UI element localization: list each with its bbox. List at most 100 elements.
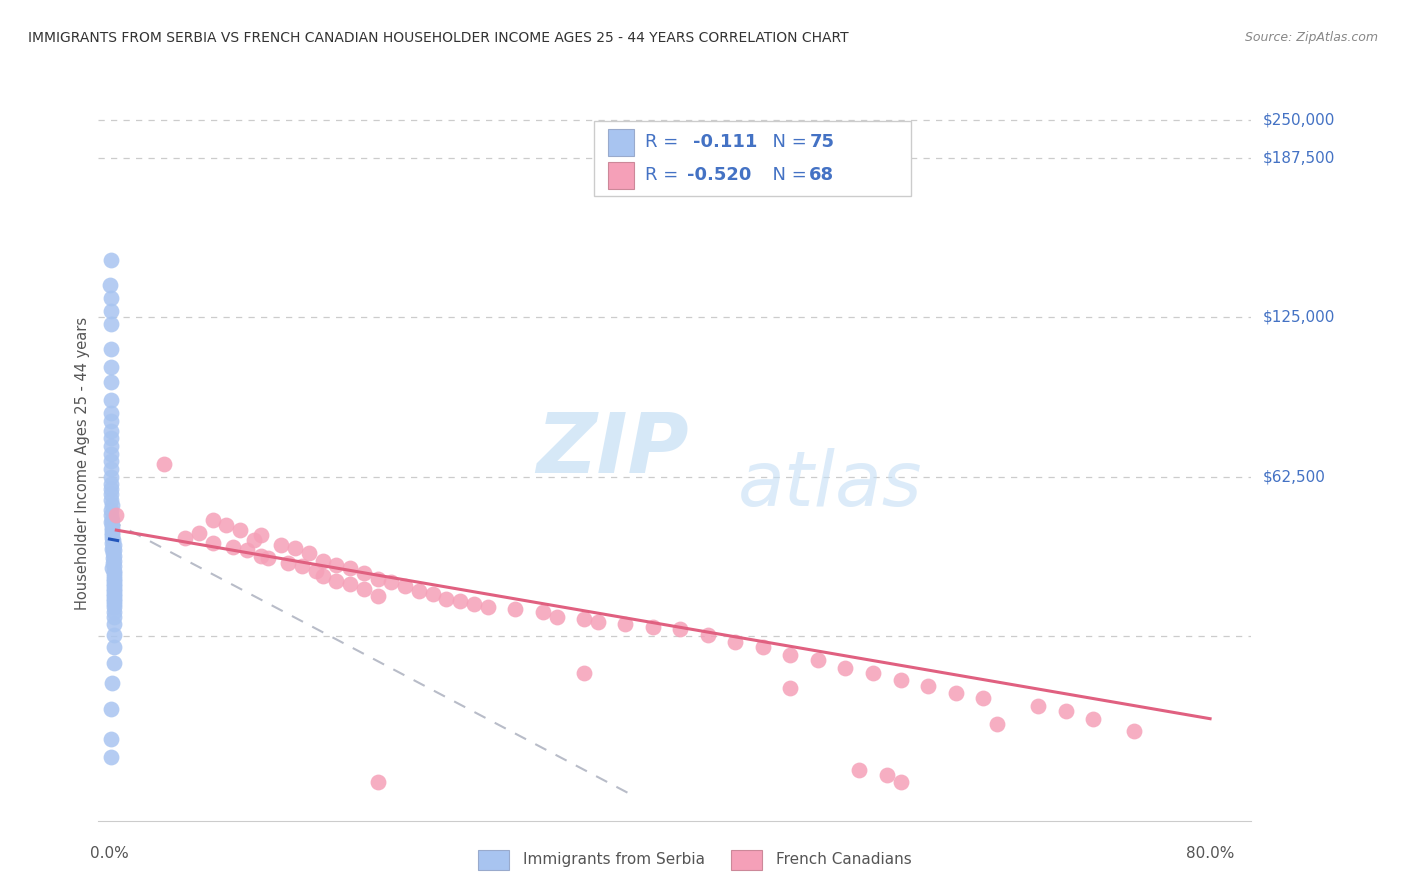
Text: IMMIGRANTS FROM SERBIA VS FRENCH CANADIAN HOUSEHOLDER INCOME AGES 25 - 44 YEARS : IMMIGRANTS FROM SERBIA VS FRENCH CANADIA…	[28, 31, 849, 45]
Point	[291, 558, 314, 573]
Point	[1081, 712, 1104, 726]
Point	[236, 543, 259, 558]
Point	[100, 483, 122, 497]
Point	[367, 590, 389, 604]
Point	[101, 536, 124, 550]
Point	[103, 582, 125, 596]
Point	[917, 679, 939, 693]
Point	[103, 609, 125, 624]
Point	[103, 558, 125, 573]
Point	[103, 590, 125, 604]
Point	[614, 617, 637, 632]
Point	[100, 424, 122, 438]
Point	[724, 635, 747, 649]
Point	[100, 317, 122, 331]
Point	[100, 750, 122, 764]
Point	[752, 640, 775, 655]
Point	[380, 575, 402, 590]
Text: $250,000: $250,000	[1263, 112, 1334, 128]
Point	[103, 538, 125, 552]
Point	[101, 561, 124, 575]
Point	[531, 605, 554, 619]
Point	[249, 528, 271, 542]
Point	[311, 554, 333, 568]
Text: Immigrants from Serbia: Immigrants from Serbia	[523, 853, 704, 867]
Point	[103, 574, 125, 588]
Point	[367, 775, 389, 789]
Text: atlas: atlas	[738, 449, 922, 522]
Text: 80.0%: 80.0%	[1185, 846, 1234, 861]
Point	[100, 477, 122, 491]
Point	[100, 701, 122, 715]
Text: French Canadians: French Canadians	[776, 853, 912, 867]
Point	[305, 564, 328, 578]
Point	[100, 454, 122, 468]
Point	[101, 533, 124, 548]
Point	[807, 653, 830, 667]
Text: Source: ZipAtlas.com: Source: ZipAtlas.com	[1244, 31, 1378, 45]
Point	[100, 447, 122, 461]
Point	[103, 566, 125, 581]
Point	[100, 252, 122, 267]
Point	[103, 576, 125, 591]
Point	[972, 691, 994, 706]
Text: N =: N =	[762, 133, 813, 152]
Text: $62,500: $62,500	[1263, 469, 1326, 484]
Point	[100, 462, 122, 476]
Point	[187, 525, 209, 540]
Text: 75: 75	[810, 133, 834, 152]
Point	[779, 648, 801, 662]
Point	[339, 576, 361, 591]
Text: N =: N =	[762, 166, 813, 185]
Point	[277, 556, 299, 570]
Point	[477, 599, 499, 614]
Point	[103, 656, 125, 670]
Point	[503, 602, 526, 616]
Point	[100, 732, 122, 747]
Point	[100, 393, 122, 408]
Point	[436, 591, 458, 606]
Text: -0.111: -0.111	[693, 133, 756, 152]
Point	[848, 763, 870, 777]
Text: ZIP: ZIP	[537, 409, 689, 490]
Point	[1123, 724, 1146, 739]
Point	[463, 597, 485, 611]
Point	[100, 502, 122, 516]
Point	[153, 457, 176, 471]
Point	[229, 523, 252, 537]
Point	[100, 492, 122, 507]
Point	[103, 549, 125, 563]
Point	[101, 528, 124, 542]
Point	[100, 508, 122, 522]
Point	[174, 531, 197, 545]
Point	[353, 582, 375, 596]
Point	[1026, 698, 1049, 713]
Point	[862, 665, 884, 680]
Point	[101, 542, 124, 557]
Text: 68: 68	[810, 166, 834, 185]
Point	[100, 439, 122, 453]
Point	[103, 543, 125, 558]
Point	[834, 661, 856, 675]
Point	[101, 676, 124, 690]
Point	[101, 541, 124, 555]
Point	[103, 599, 125, 614]
Point	[98, 278, 121, 293]
Point	[889, 673, 911, 688]
Text: R =: R =	[645, 166, 683, 185]
Point	[100, 431, 122, 445]
Text: -0.520: -0.520	[688, 166, 751, 185]
Point	[249, 549, 271, 563]
Point	[101, 531, 124, 545]
Point	[311, 569, 333, 583]
Point	[101, 498, 124, 512]
Point	[101, 556, 124, 570]
Point	[572, 665, 595, 680]
Point	[103, 605, 125, 619]
Point	[103, 594, 125, 608]
Point	[201, 513, 224, 527]
Point	[103, 591, 125, 606]
Point	[1054, 704, 1077, 718]
Point	[101, 523, 124, 537]
Point	[449, 594, 471, 608]
